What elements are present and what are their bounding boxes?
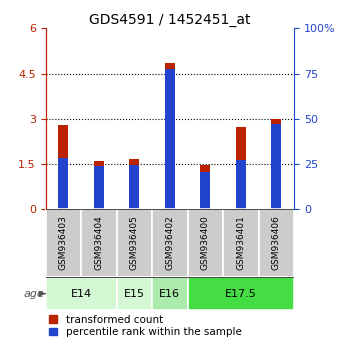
Title: GDS4591 / 1452451_at: GDS4591 / 1452451_at <box>89 13 250 27</box>
Bar <box>152 209 188 277</box>
Text: GSM936405: GSM936405 <box>130 216 139 270</box>
Bar <box>129 165 139 209</box>
Legend: transformed count, percentile rank within the sample: transformed count, percentile rank withi… <box>48 314 242 338</box>
Text: GSM936404: GSM936404 <box>94 216 103 270</box>
Bar <box>129 159 139 209</box>
Bar <box>200 172 210 209</box>
Bar <box>165 69 175 209</box>
Bar <box>271 124 281 209</box>
Bar <box>236 160 246 209</box>
Text: GSM936400: GSM936400 <box>201 216 210 270</box>
Text: E14: E14 <box>71 289 92 299</box>
Bar <box>46 209 81 277</box>
Text: GSM936402: GSM936402 <box>165 216 174 270</box>
Bar <box>259 209 294 277</box>
Text: E15: E15 <box>124 289 145 299</box>
Bar <box>58 159 68 209</box>
Bar <box>223 209 259 277</box>
Bar <box>200 165 210 209</box>
Bar <box>94 161 104 209</box>
Bar <box>81 209 117 277</box>
Bar <box>188 209 223 277</box>
Bar <box>117 209 152 277</box>
Text: E16: E16 <box>159 289 180 299</box>
Bar <box>46 277 117 310</box>
Bar <box>188 277 294 310</box>
Bar <box>236 127 246 209</box>
Text: GSM936403: GSM936403 <box>59 216 68 270</box>
Bar <box>152 277 188 310</box>
Text: age: age <box>24 289 45 299</box>
Text: E17.5: E17.5 <box>225 289 257 299</box>
Bar <box>58 125 68 209</box>
Text: GSM936406: GSM936406 <box>272 216 281 270</box>
Bar <box>165 63 175 209</box>
Bar <box>271 119 281 209</box>
Bar <box>117 277 152 310</box>
Text: GSM936401: GSM936401 <box>236 216 245 270</box>
Bar <box>94 166 104 209</box>
